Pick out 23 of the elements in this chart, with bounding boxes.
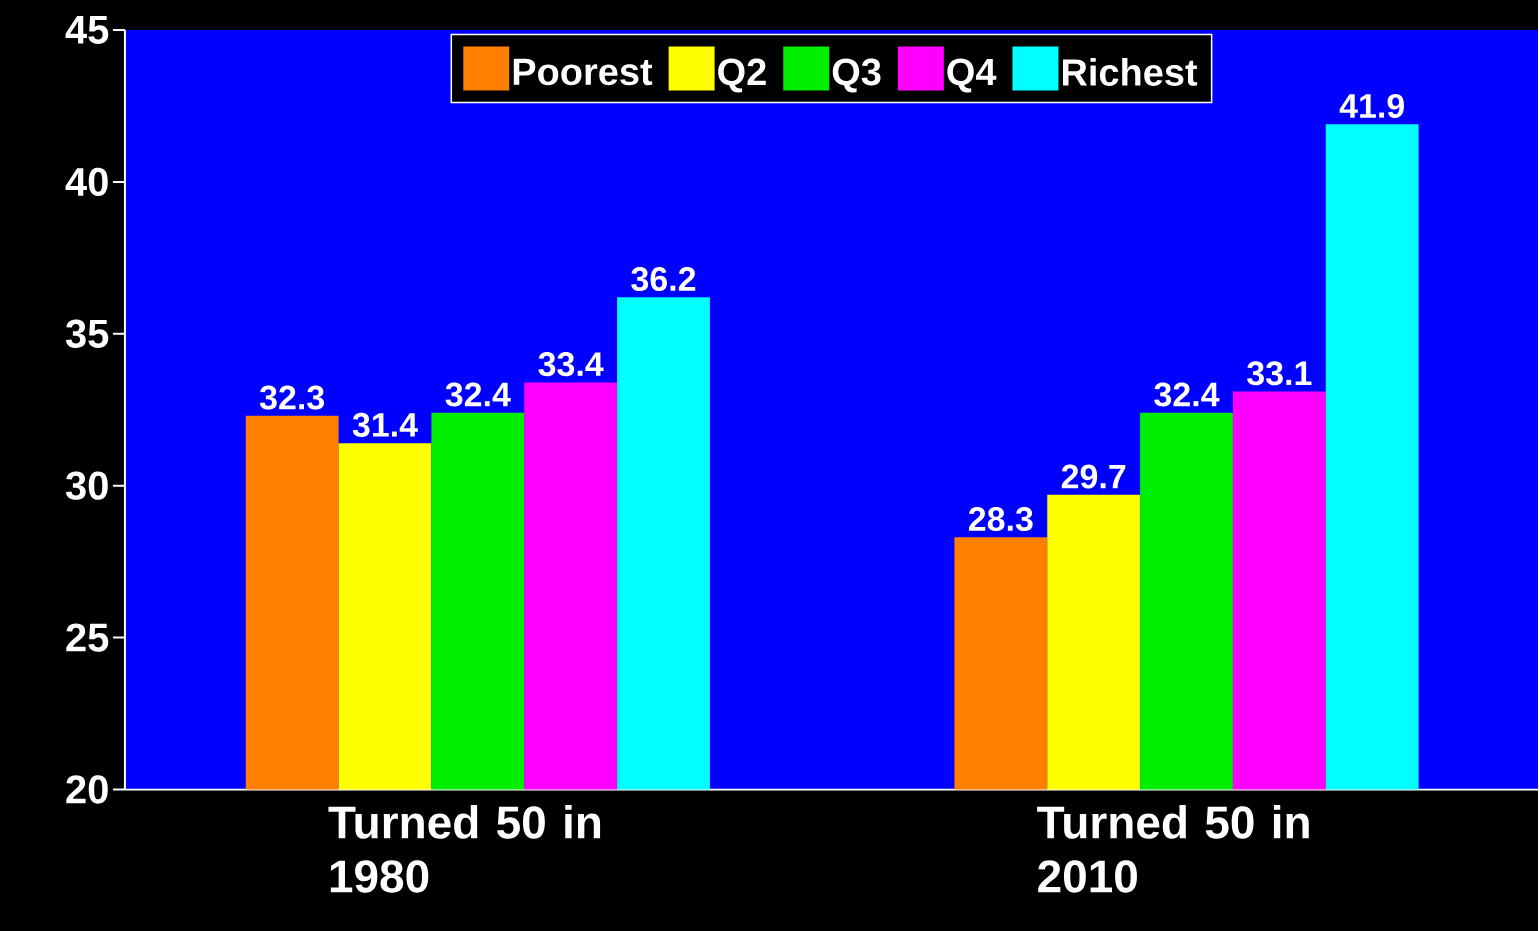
data-label: 32.4 — [445, 382, 511, 407]
data-label: 41.9 — [1339, 93, 1404, 118]
y-tick-label: 30 — [65, 471, 108, 500]
data-label: 33.4 — [538, 351, 604, 376]
legend-label: Q4 — [947, 58, 997, 93]
data-label: 28.3 — [968, 506, 1033, 531]
data-label: 32.4 — [1154, 382, 1220, 407]
y-tick-label: 40 — [65, 167, 108, 196]
data-label: 32.3 — [259, 385, 324, 410]
legend-label: Poorest — [513, 58, 653, 85]
legend-label: Q2 — [718, 58, 766, 93]
data-label: 31.4 — [352, 412, 418, 437]
x-tick-label: Turned 50 in 1980 — [328, 804, 601, 893]
legend-label: Q3 — [832, 58, 881, 93]
y-tick-label: 25 — [66, 623, 109, 652]
data-label: 36.2 — [631, 266, 696, 291]
x-tick-label: Turned 50 in 2010 — [1037, 804, 1309, 893]
data-label: 29.7 — [1061, 464, 1126, 489]
y-tick-label: 45 — [65, 15, 109, 44]
y-tick-label: 20 — [66, 775, 108, 804]
y-tick-label: 35 — [65, 319, 109, 348]
data-label: 33.1 — [1247, 361, 1312, 386]
legend-label: Richest — [1062, 57, 1198, 86]
